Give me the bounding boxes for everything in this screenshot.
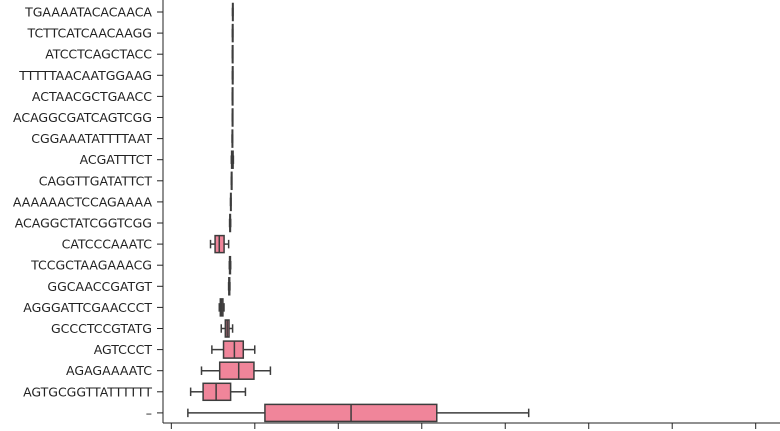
plot-area: TGAAAATACACAACA TCTTCATCAACAAGG ATCCTCAGCT…	[13, 0, 780, 429]
box	[218, 361, 255, 380]
box	[222, 340, 245, 359]
y-tick-label: CAGGTTGATATTCT	[39, 173, 153, 188]
y-tick-label: AAAAAACTCCAGAAAA	[13, 194, 153, 209]
y-tick-label: TCCGCTAAGAAACG	[30, 258, 152, 273]
y-tick-label: –	[146, 405, 152, 420]
y-tick-label: TTTTTAACAATGGAAG	[18, 68, 152, 83]
y-tick-label: ACTAACGCTGAACC	[32, 89, 152, 104]
y-tick-label: TGAAAATACACAACA	[24, 5, 152, 20]
y-tick-label: ATCCTCAGCTACC	[45, 47, 152, 62]
y-tick-label: AGTGCGGTTATTTTTT	[23, 384, 152, 399]
y-tick-label: GCCCTCCGTATG	[51, 321, 152, 336]
y-tick-label: AGGGATTCGAACCCT	[23, 300, 152, 315]
y-tick-label: CGGAAATATTTTAAT	[31, 131, 152, 146]
y-tick-label: GGCAACCGATGT	[47, 279, 152, 294]
y-tick-label: ACGATTTCT	[80, 152, 153, 167]
y-tick-label: AGAGAAAATC	[66, 363, 152, 378]
y-tick-label: TCTTCATCAACAAGG	[27, 26, 152, 41]
y-tick-label: ACAGGCTATCGGTCGG	[15, 216, 152, 231]
y-tick-label: CATCCCAAATC	[62, 237, 153, 252]
y-tick-label: ACAGGCGATCAGTCGG	[13, 110, 152, 125]
y-tick-label: AGTCCCT	[94, 342, 153, 357]
